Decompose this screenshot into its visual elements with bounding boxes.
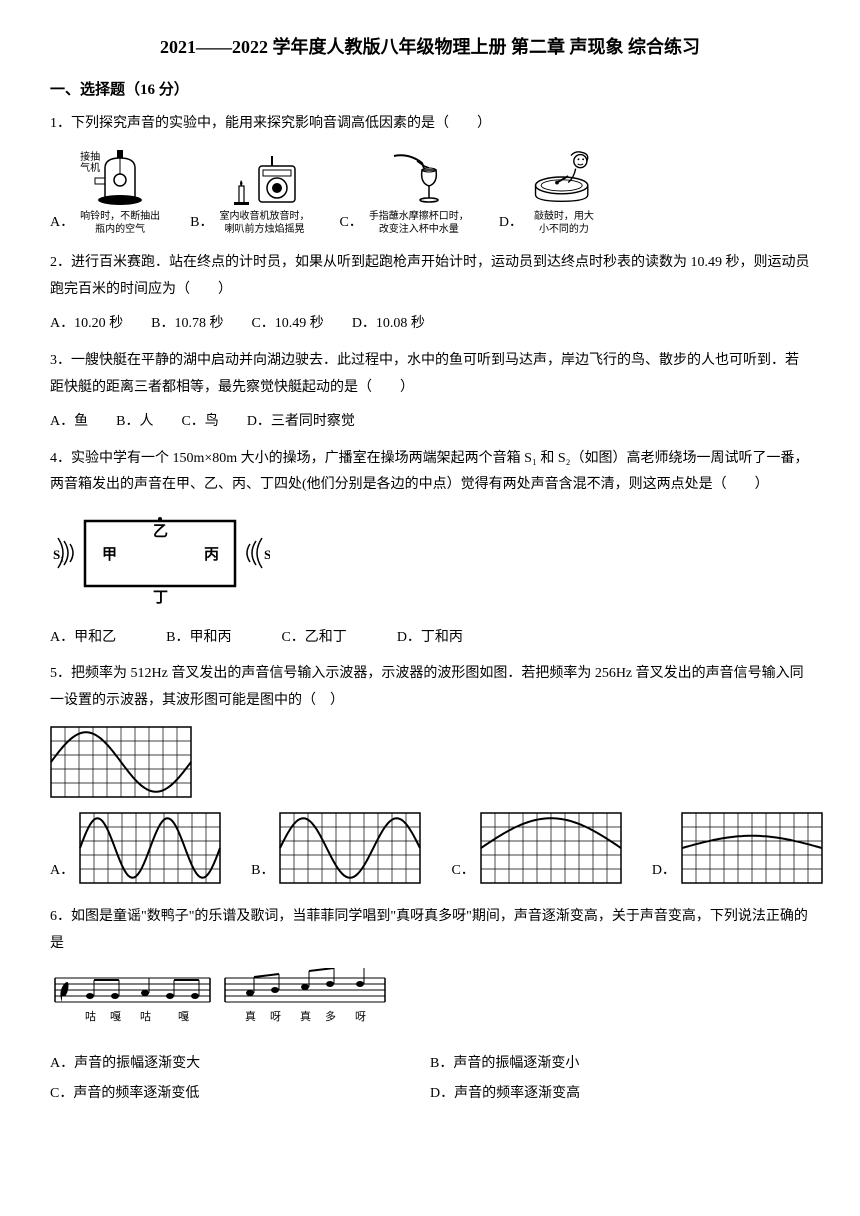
wave-grid-c <box>480 812 622 884</box>
experiment-icon-c: 手指蘸水摩擦杯口时， 改变注入杯中水量 <box>369 147 469 236</box>
q6-c: C．声音的频率逐渐变低 <box>50 1081 430 1108</box>
svg-text:咕: 咕 <box>85 1010 96 1023</box>
speaker-diagram: S₁ S₂ 甲 乙 丙 丁 <box>50 509 810 615</box>
option-label: C． <box>339 210 362 237</box>
q3-d: D．三者同时察觉 <box>247 409 355 436</box>
svg-text:嘎: 嘎 <box>178 1010 189 1023</box>
q3-options: A．鱼 B．人 C．鸟 D．三者同时察觉 <box>50 409 810 436</box>
experiment-icon-b: 室内收音机放音时， 喇叭前方烛焰摇晃 <box>219 147 309 236</box>
radio-candle-icon <box>229 147 299 207</box>
wave-grid-b <box>279 812 421 884</box>
option-label: B． <box>190 210 213 237</box>
q6-a: A．声音的振幅逐渐变大 <box>50 1051 430 1078</box>
svg-text:咕: 咕 <box>140 1010 151 1023</box>
question-4: 4．实验中学有一个 150m×80m 大小的操场，广播室在操场两端架起两个音箱 … <box>50 446 810 499</box>
q2-d: D．10.08 秒 <box>352 311 425 338</box>
caption: 室内收音机放音时， <box>219 210 309 223</box>
svg-text:嘎: 嘎 <box>110 1010 121 1023</box>
svg-text:S₁: S₁ <box>53 547 64 562</box>
q1-option-b: B． 室内收音机放音时， 喇叭前方烛焰摇晃 <box>190 147 309 236</box>
q1-option-c: C． 手指蘸水摩擦杯口时， 改变注入杯中水量 <box>339 147 468 236</box>
q1-option-d: D． 敲鼓时，用大 小不同的力 <box>499 147 599 236</box>
q5-option-b: B． <box>251 812 421 884</box>
q1-options: A． 接抽 气机 响铃时，不断抽出 瓶内的空气 B． <box>50 147 810 236</box>
q4-a: A．甲和乙 <box>50 625 116 652</box>
svg-text:丁: 丁 <box>153 590 168 604</box>
music-staff: 咕 嘎 咕 嘎 真 呀 真 多 呀 <box>50 968 810 1044</box>
q5-option-a: A． <box>50 812 221 884</box>
experiment-icon-a: 接抽 气机 响铃时，不断抽出 瓶内的空气 <box>80 151 160 236</box>
q5-option-d: D． <box>652 812 823 884</box>
option-label: D． <box>652 858 676 885</box>
caption: 敲鼓时，用大 <box>534 210 594 223</box>
svg-text:多: 多 <box>325 1009 336 1023</box>
q4-d: D．丁和丙 <box>397 625 463 652</box>
svg-text:S₂: S₂ <box>264 547 270 562</box>
q6-d: D．声音的频率逐渐变高 <box>430 1081 810 1108</box>
svg-text:甲: 甲 <box>102 546 117 563</box>
q3-a: A．鱼 <box>50 409 88 436</box>
svg-text:真: 真 <box>245 1009 256 1023</box>
q1-option-a: A． 接抽 气机 响铃时，不断抽出 瓶内的空气 <box>50 151 160 236</box>
q5-options: A． B． C． D． <box>50 812 810 884</box>
q6-options: A．声音的振幅逐渐变大 B．声音的振幅逐渐变小 C．声音的频率逐渐变低 D．声音… <box>50 1051 810 1110</box>
question-5: 5．把频率为 512Hz 音叉发出的声音信号输入示波器，示波器的波形图如图．若把… <box>50 661 810 714</box>
question-2: 2．进行百米赛跑．站在终点的计时员，如果从听到起跑枪声开始计时，运动员到达终点时… <box>50 250 810 303</box>
page-title: 2021——2022 学年度人教版八年级物理上册 第二章 声现象 综合练习 <box>50 30 810 64</box>
bell-jar-icon <box>85 147 155 207</box>
caption: 瓶内的空气 <box>95 223 145 236</box>
q4-c: C．乙和丁 <box>281 625 346 652</box>
option-label: D． <box>499 210 523 237</box>
caption: 小不同的力 <box>539 223 589 236</box>
caption: 响铃时，不断抽出 <box>80 210 160 223</box>
svg-text:真: 真 <box>300 1009 311 1023</box>
wave-grid-d <box>681 812 823 884</box>
drum-icon <box>529 147 599 207</box>
q2-b: B．10.78 秒 <box>151 311 223 338</box>
caption: 改变注入杯中水量 <box>379 223 459 236</box>
q2-options: A．10.20 秒 B．10.78 秒 C．10.49 秒 D．10.08 秒 <box>50 311 810 338</box>
option-label: B． <box>251 858 274 885</box>
option-label: C． <box>451 858 474 885</box>
q3-c: C．鸟 <box>181 409 218 436</box>
question-1: 1．下列探究声音的实验中，能用来探究影响音调高低因素的是（ ） <box>50 111 810 138</box>
question-6: 6．如图是童谣"数鸭子"的乐谱及歌词，当菲菲同学唱到"真呀真多呀"期间，声音逐渐… <box>50 904 810 957</box>
section-header: 一、选择题（16 分） <box>50 76 810 105</box>
q6-b: B．声音的振幅逐渐变小 <box>430 1051 810 1078</box>
svg-text:呀: 呀 <box>270 1010 281 1023</box>
q3-b: B．人 <box>116 409 153 436</box>
svg-text:丙: 丙 <box>204 546 219 563</box>
option-label: A． <box>50 858 74 885</box>
caption: 喇叭前方烛焰摇晃 <box>224 223 304 236</box>
svg-text:呀: 呀 <box>355 1010 366 1023</box>
question-3: 3．一艘快艇在平静的湖中启动并向湖边驶去．此过程中，水中的鱼可听到马达声，岸边飞… <box>50 348 810 401</box>
svg-text:乙: 乙 <box>153 524 168 540</box>
q5-option-c: C． <box>451 812 621 884</box>
q4-options: A．甲和乙 B．甲和丙 C．乙和丁 D．丁和丙 <box>50 625 810 652</box>
reference-wave <box>50 726 810 798</box>
caption: 手指蘸水摩擦杯口时， <box>369 210 469 223</box>
option-label: A． <box>50 210 74 237</box>
q2-c: C．10.49 秒 <box>251 311 323 338</box>
q4-b: B．甲和丙 <box>166 625 231 652</box>
wave-grid-a <box>79 812 221 884</box>
q2-a: A．10.20 秒 <box>50 311 123 338</box>
wave-grid-ref <box>50 726 192 798</box>
experiment-icon-d: 敲鼓时，用大 小不同的力 <box>529 147 599 236</box>
wine-glass-icon <box>384 147 454 207</box>
